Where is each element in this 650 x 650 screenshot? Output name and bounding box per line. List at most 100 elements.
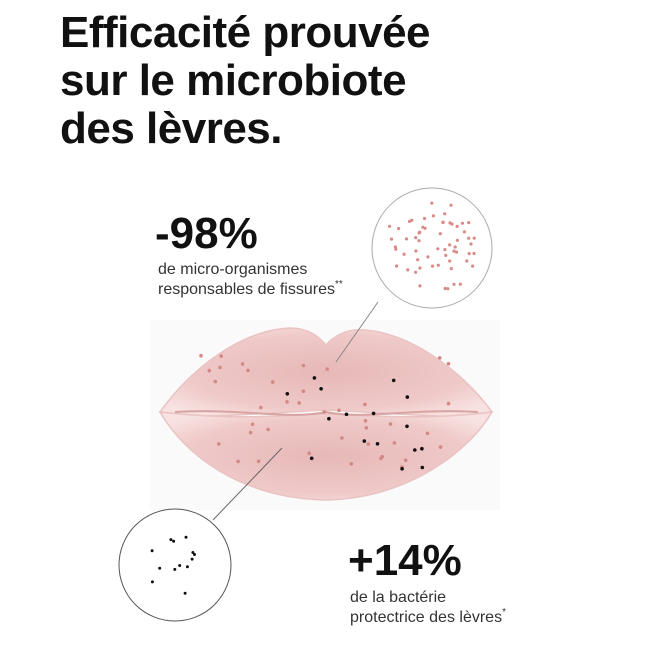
dot — [344, 412, 349, 417]
dot — [436, 263, 440, 267]
dot — [405, 424, 409, 429]
lip-dots — [199, 353, 451, 471]
dot — [422, 216, 427, 221]
dot — [169, 538, 173, 542]
dot — [213, 379, 218, 384]
dot — [190, 557, 194, 561]
dot — [218, 365, 222, 370]
dot — [395, 264, 399, 268]
dot — [150, 580, 154, 584]
dot — [246, 368, 250, 373]
dot — [375, 442, 380, 446]
dot — [178, 564, 182, 567]
dot — [388, 224, 392, 228]
dot — [462, 230, 466, 234]
stat-value: -98% — [155, 209, 258, 258]
dot — [403, 458, 408, 463]
dot — [418, 266, 422, 270]
dot — [363, 419, 368, 423]
dot — [472, 251, 476, 256]
dot — [404, 237, 409, 241]
dot — [207, 368, 212, 373]
dot — [405, 395, 410, 399]
dot — [172, 539, 176, 543]
dot — [417, 231, 421, 235]
dot — [448, 243, 452, 247]
dot — [392, 441, 397, 445]
dot — [393, 245, 397, 249]
dot — [301, 363, 306, 368]
dot — [219, 354, 223, 358]
dot — [285, 400, 289, 404]
stat-description-text: protectrice des lèvres — [350, 609, 502, 626]
dot — [430, 264, 435, 268]
dot — [184, 535, 188, 539]
dot — [460, 221, 464, 225]
dot — [438, 232, 442, 236]
dot — [364, 426, 369, 430]
dot — [458, 282, 462, 286]
dot — [199, 353, 203, 358]
dot — [158, 566, 162, 570]
stat: -98% de micro-organismes responsables de… — [155, 209, 343, 298]
dot — [191, 551, 195, 554]
dot — [465, 259, 469, 263]
dot — [418, 284, 422, 288]
dot — [414, 249, 418, 253]
dot — [406, 268, 410, 272]
dot — [193, 553, 196, 556]
stat-description: de micro-organismes — [158, 261, 307, 278]
dot — [426, 255, 430, 259]
dot — [366, 442, 371, 446]
dot — [307, 451, 312, 456]
dot — [425, 431, 430, 436]
dot — [371, 411, 376, 416]
dot — [327, 416, 331, 421]
dot — [337, 408, 341, 413]
dot — [453, 245, 457, 249]
dot — [414, 270, 418, 274]
lip-line — [174, 410, 479, 416]
dot — [448, 259, 452, 263]
zoom-circle — [118, 508, 232, 622]
dot — [441, 220, 445, 224]
dot — [312, 376, 317, 380]
dot — [266, 427, 271, 432]
dot — [431, 214, 435, 218]
dot — [471, 264, 475, 268]
dot — [340, 436, 344, 440]
dot — [449, 203, 453, 207]
dot — [349, 462, 354, 466]
dot — [270, 380, 275, 384]
dot — [446, 401, 451, 406]
dot — [467, 236, 471, 240]
dot — [438, 445, 443, 449]
dot — [397, 227, 401, 231]
dot — [452, 282, 456, 286]
dot — [248, 430, 253, 435]
stat-value: +14% — [348, 536, 462, 585]
footnote-mark: * — [502, 607, 506, 618]
dot — [467, 221, 471, 225]
dot — [240, 362, 245, 366]
dot — [363, 402, 367, 407]
dot — [469, 242, 473, 246]
dot — [448, 221, 452, 225]
dot — [285, 392, 290, 396]
dot — [467, 252, 471, 256]
zoom-dots — [388, 201, 476, 291]
upper-lip — [158, 327, 494, 417]
stat: +14% de la bactérie protectrice des lèvr… — [348, 536, 506, 626]
lips — [150, 320, 500, 510]
dot — [250, 422, 255, 427]
dot — [443, 212, 447, 216]
dot — [444, 253, 448, 257]
dot — [380, 454, 385, 459]
title-line: Efficacité prouvée — [60, 8, 430, 57]
dot — [301, 389, 306, 394]
dot — [297, 401, 302, 405]
dot — [430, 201, 434, 205]
dot — [446, 287, 450, 291]
dot — [185, 565, 189, 569]
